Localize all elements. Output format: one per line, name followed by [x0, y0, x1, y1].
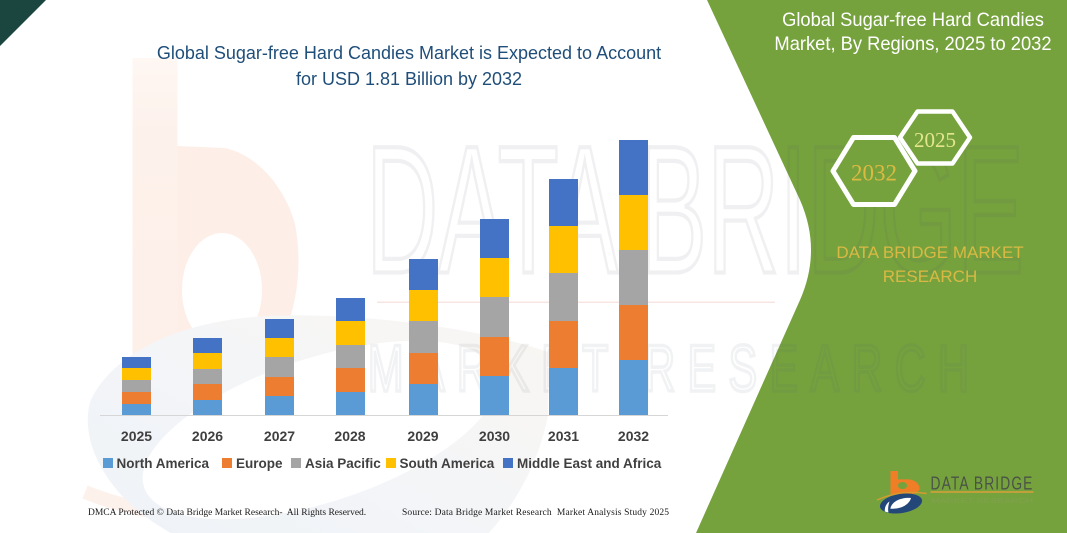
- svg-text:MARKET RESEARCH: MARKET RESEARCH: [931, 498, 1033, 505]
- svg-text:MARKET RESEARCH: MARKET RESEARCH: [368, 332, 982, 406]
- svg-text:2025: 2025: [914, 128, 956, 152]
- svg-text:DATA BRIDGE: DATA BRIDGE: [931, 473, 1034, 494]
- svg-text:2032: 2032: [851, 161, 897, 186]
